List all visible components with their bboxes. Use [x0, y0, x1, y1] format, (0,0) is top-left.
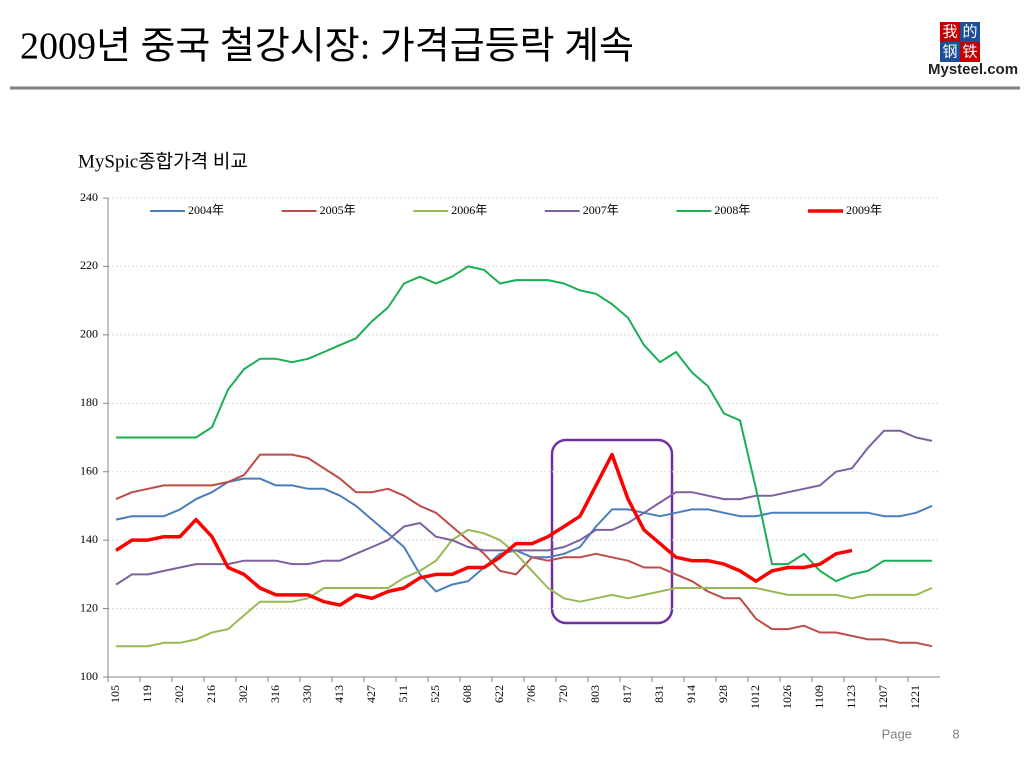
- series-line: [116, 265, 932, 583]
- x-tick-label: 608: [460, 685, 474, 703]
- x-tick-label: 1109: [812, 685, 826, 709]
- legend-label: 2008年: [714, 203, 750, 217]
- x-tick-label: 817: [620, 685, 634, 703]
- page-number: 8: [952, 726, 959, 741]
- logo-caption: Mysteel.com: [928, 61, 1018, 78]
- y-tick-label: 180: [80, 395, 98, 409]
- chart-title: MySpic종합가격 비교: [78, 150, 248, 172]
- x-tick-label: 427: [364, 685, 378, 703]
- y-tick-label: 100: [80, 669, 98, 683]
- x-tick-label: 216: [204, 685, 218, 703]
- logo-cell: [960, 42, 980, 62]
- x-tick-label: 720: [556, 685, 570, 703]
- slide-title: 2009년 중국 철강시장: 가격급등락 계속: [20, 26, 634, 68]
- x-tick-label: 413: [332, 685, 346, 703]
- series-line: [115, 429, 933, 586]
- logo-char: 钢: [942, 43, 957, 60]
- logo-cell: [960, 22, 980, 42]
- x-tick-label: 1026: [780, 685, 794, 709]
- y-tick-label: 160: [80, 463, 98, 477]
- x-tick-label: 202: [172, 685, 186, 703]
- legend-label: 2005年: [320, 203, 356, 217]
- legend-label: 2004年: [188, 203, 224, 217]
- logo-cell: [940, 42, 960, 62]
- logo-char: 铁: [962, 43, 977, 60]
- logo-char: 我: [942, 23, 957, 40]
- series-line: [115, 452, 853, 607]
- x-tick-label: 302: [236, 685, 250, 703]
- series-line: [115, 477, 933, 593]
- y-tick-label: 200: [80, 327, 98, 341]
- x-tick-label: 803: [588, 685, 602, 703]
- highlight-box: [550, 438, 674, 625]
- x-tick-label: 1207: [876, 685, 890, 709]
- x-tick-label: 1221: [908, 685, 922, 709]
- x-tick-label: 706: [524, 685, 538, 703]
- legend-label: 2006年: [451, 203, 487, 217]
- x-tick-label: 1012: [748, 685, 762, 709]
- legend-label: 2009年: [846, 203, 882, 217]
- x-tick-label: 928: [716, 685, 730, 703]
- logo-cell: [940, 22, 960, 42]
- x-tick-label: 914: [684, 685, 698, 703]
- x-tick-label: 1123: [844, 685, 858, 709]
- x-tick-label: 511: [396, 685, 410, 703]
- x-tick-label: 622: [492, 685, 506, 703]
- y-tick-label: 140: [80, 532, 98, 546]
- x-tick-label: 525: [428, 685, 442, 703]
- x-tick-label: 831: [652, 685, 666, 703]
- y-tick-label: 220: [80, 258, 98, 272]
- x-tick-label: 105: [108, 685, 122, 703]
- series-line: [116, 528, 933, 648]
- y-tick-label: 240: [80, 190, 98, 204]
- legend-label: 2007年: [583, 203, 619, 217]
- y-tick-label: 120: [80, 600, 98, 614]
- logo-char: 的: [962, 23, 977, 40]
- page-label: Page: [882, 726, 912, 741]
- x-tick-label: 330: [300, 685, 314, 703]
- x-tick-label: 316: [268, 685, 282, 703]
- logo: 我 的 钢 铁 Mysteel.com: [928, 22, 1018, 78]
- x-tick-label: 119: [140, 685, 154, 703]
- series-line: [115, 453, 933, 648]
